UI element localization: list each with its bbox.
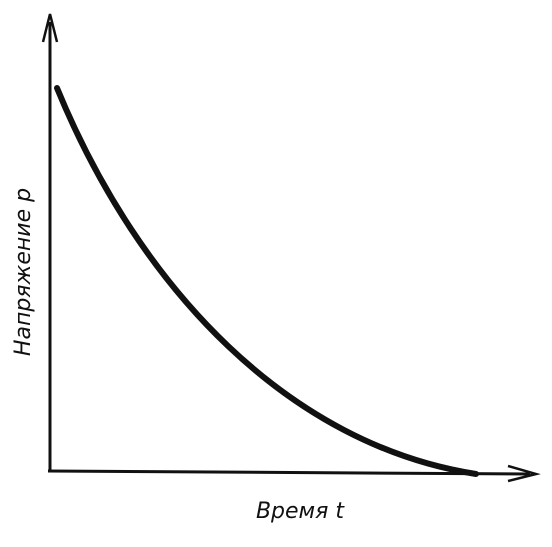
x-axis-label: Время t (256, 499, 345, 524)
y-axis-arrow (41, 13, 59, 43)
y-axis-label: Напряжение p (11, 188, 36, 356)
x-axis (47, 469, 531, 476)
decay-curve (54, 85, 479, 477)
x-axis-arrow (507, 464, 541, 483)
